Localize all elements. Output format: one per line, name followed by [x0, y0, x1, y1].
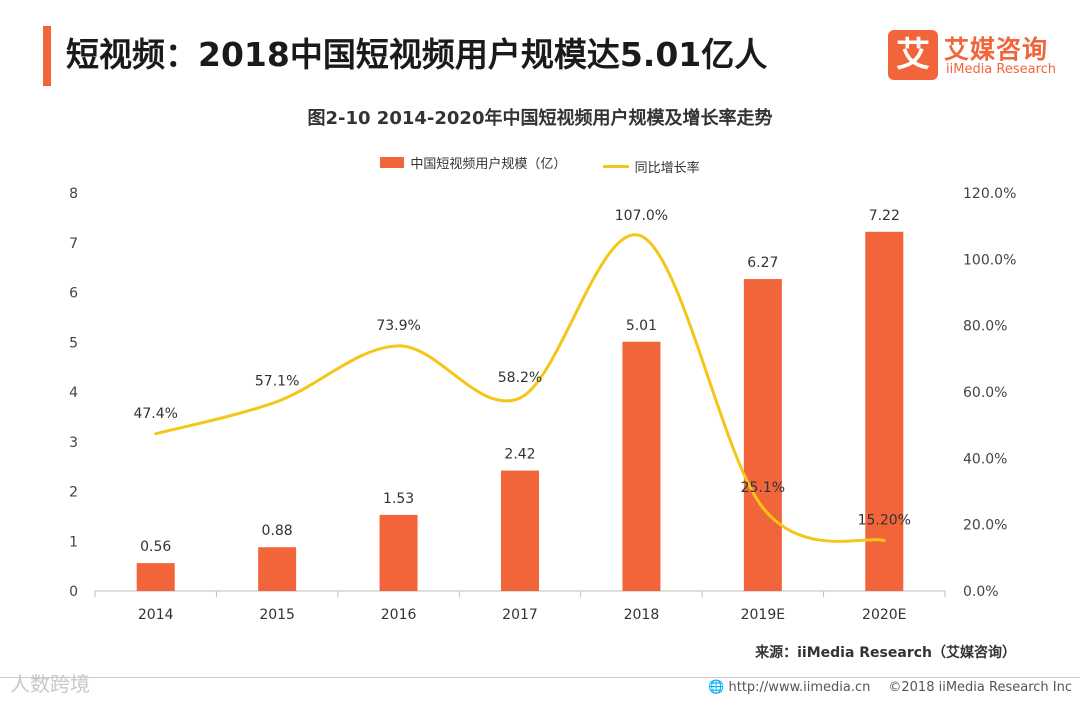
y-right-tick-label: 60.0%	[963, 385, 1007, 401]
x-category-label: 2016	[381, 607, 417, 623]
chart-legend: 中国短视频用户规模（亿） 同比增长率	[0, 153, 1080, 176]
footer-copyright: ©2018 iiMedia Research Inc	[888, 680, 1072, 695]
bar-data-label: 6.27	[747, 255, 778, 271]
bar-data-label: 5.01	[626, 318, 657, 334]
logo-name-en: iiMedia Research	[946, 62, 1057, 77]
chart-title: 图2-10 2014-2020年中国短视频用户规模及增长率走势	[307, 108, 773, 129]
y-left-tick-label: 0	[69, 584, 78, 600]
x-category-label: 2020E	[862, 607, 906, 623]
x-category-label: 2014	[138, 607, 174, 623]
legend-label-line: 同比增长率	[634, 161, 700, 176]
x-category-label: 2017	[502, 607, 538, 623]
legend-item-line: 同比增长率	[602, 157, 700, 176]
footer-divider	[0, 677, 1080, 678]
y-right-tick-label: 120.0%	[963, 186, 1016, 202]
y-left-tick-label: 3	[69, 435, 78, 451]
logo-name-cn: 艾媒咨询	[944, 35, 1049, 64]
y-right-tick-label: 100.0%	[963, 252, 1016, 268]
x-category-label: 2019E	[741, 607, 785, 623]
watermark: 人数跨境	[10, 672, 90, 696]
title-accent-bar	[43, 26, 51, 86]
line-data-label: 47.4%	[133, 406, 177, 422]
legend-item-bar: 中国短视频用户规模（亿）	[380, 153, 566, 172]
y-left-tick-label: 8	[69, 186, 78, 202]
globe-icon: 🌐	[708, 680, 725, 695]
line-data-label: 107.0%	[615, 208, 668, 224]
legend-swatch-line	[602, 165, 629, 168]
legend-swatch-bar	[380, 157, 405, 168]
y-left-tick-label: 2	[69, 485, 78, 501]
logo-mark: 艾	[888, 30, 938, 80]
bar	[136, 563, 175, 591]
y-right-tick-label: 80.0%	[963, 319, 1007, 335]
y-right-tick-label: 20.0%	[963, 518, 1007, 534]
bar-data-label: 2.42	[504, 447, 535, 463]
bar	[501, 470, 539, 591]
bar	[258, 547, 297, 591]
bar-data-label: 1.53	[383, 491, 414, 507]
y-left-tick-label: 7	[69, 236, 78, 252]
footer: 🌐 http://www.iimedia.cn ©2018 iiMedia Rese…	[708, 680, 1072, 695]
source-note: 来源：iiMedia Research（艾媒咨询）	[755, 645, 1016, 661]
footer-url[interactable]: http://www.iimedia.cn	[728, 680, 871, 695]
bar-data-label: 0.56	[140, 539, 171, 555]
y-left-tick-label: 5	[69, 335, 78, 351]
y-right-tick-label: 40.0%	[963, 451, 1007, 467]
legend-label-bar: 中国短视频用户规模（亿）	[410, 157, 567, 172]
y-left-tick-label: 4	[69, 385, 78, 401]
bar	[865, 231, 904, 591]
bar	[622, 341, 661, 591]
line-data-label: 57.1%	[255, 374, 299, 390]
x-category-label: 2015	[259, 607, 295, 623]
bar	[379, 514, 418, 591]
y-right-tick-label: 0.0%	[963, 584, 999, 600]
bar-data-label: 0.88	[262, 523, 293, 539]
bar	[743, 279, 782, 591]
bar-data-label: 7.22	[869, 208, 900, 224]
growth-rate-line	[154, 233, 886, 543]
brand-logo: 艾 艾媒咨询 iiMedia Research	[888, 30, 1068, 82]
x-category-label: 2018	[624, 607, 660, 623]
page-title: 短视频：2018中国短视频用户规模达5.01亿人	[66, 35, 768, 74]
line-data-label: 58.2%	[498, 370, 542, 386]
line-data-label: 15.20%	[858, 513, 911, 529]
line-data-label: 25.1%	[741, 480, 785, 496]
y-left-tick-label: 1	[69, 534, 78, 550]
line-data-label: 73.9%	[376, 318, 420, 334]
y-left-tick-label: 6	[69, 286, 78, 302]
